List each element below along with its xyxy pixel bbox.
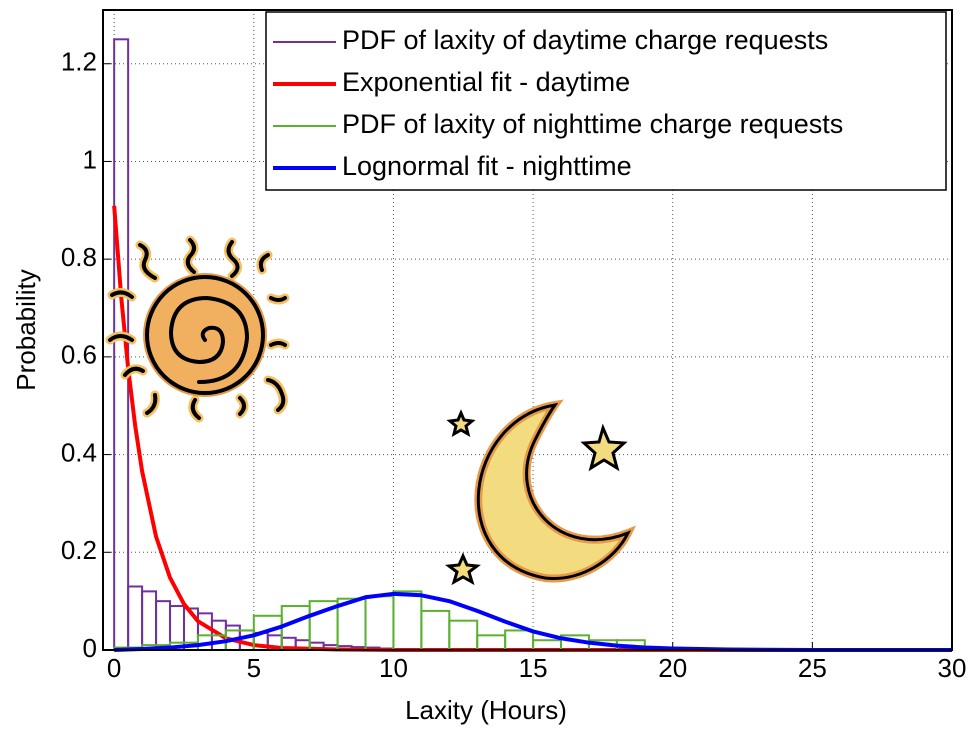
y-tick-label: 1	[83, 144, 97, 174]
histogram-bar	[364, 595, 395, 651]
x-axis-label: Laxity (Hours)	[405, 695, 567, 725]
histogram-bar	[127, 585, 144, 651]
legend-label: PDF of laxity of daytime charge requests	[342, 25, 828, 55]
legend: PDF of laxity of daytime charge requests…	[265, 11, 947, 191]
histogram-bar	[420, 609, 451, 651]
x-tick-label: 25	[798, 653, 827, 683]
sun-illustration	[105, 235, 290, 423]
x-tick-label: 30	[938, 653, 967, 683]
y-tick-label: 0.2	[61, 535, 97, 565]
x-tick-label: 20	[658, 653, 687, 683]
legend-label: Lognormal fit - nighttime	[342, 151, 632, 181]
legend-box	[265, 11, 947, 191]
y-tick-label: 0.4	[61, 437, 97, 467]
fit-line	[114, 591, 952, 652]
y-axis-label: Probability	[11, 269, 41, 390]
y-tick-label: 0	[83, 633, 97, 663]
y-tick-label: 1.2	[61, 47, 97, 77]
histogram-bar	[141, 590, 158, 651]
histogram-bar	[504, 629, 535, 651]
x-tick-label: 0	[107, 653, 121, 683]
histogram-bar	[155, 600, 172, 651]
x-tick-label: 10	[379, 653, 408, 683]
histogram-bar	[448, 619, 479, 651]
plot-area: 0 5 10 15 20 25 30 0 0.2 0.4 0.6 0.8 1 1.2	[61, 9, 967, 683]
x-tick-label: 5	[247, 653, 261, 683]
histogram-bar	[392, 590, 423, 651]
histogram-bar	[476, 634, 507, 651]
legend-label: Exponential fit - daytime	[342, 67, 630, 97]
moon-illustration	[445, 399, 637, 586]
legend-label: PDF of laxity of nighttime charge reques…	[342, 109, 843, 139]
x-tick-label: 15	[519, 653, 548, 683]
plot-border	[102, 9, 953, 651]
y-tick-label: 0.6	[61, 340, 97, 370]
y-tick-label: 0.8	[61, 242, 97, 272]
